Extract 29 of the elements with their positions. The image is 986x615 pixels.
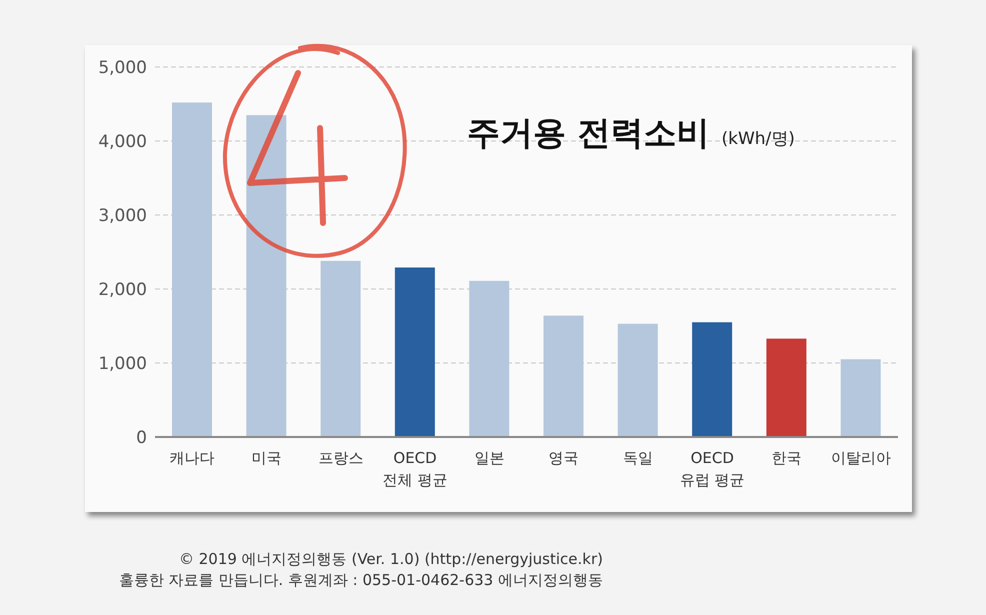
- text: © 2019 에너지정의행동 (Ver. 1.0) (http://energyjustice.kr): [178, 550, 603, 569]
- x-tick-label: OECD 유럽 평균: [680, 449, 745, 489]
- x-tick-label: 캐나다: [170, 449, 215, 467]
- y-tick-label: 4,000: [98, 132, 147, 152]
- text: 훌륭한 자료를 만듭니다. 후원계좌 : 055-01-0462-633 에너지정의행동: [118, 571, 603, 590]
- text: (kWh/명): [722, 129, 795, 149]
- x-tick-label: OECD 전체 평균: [382, 449, 448, 489]
- x-tick-label: 한국: [772, 449, 802, 467]
- x-tick-label: 일본: [474, 449, 504, 467]
- bar: [840, 359, 881, 437]
- bar: [618, 324, 658, 437]
- y-tick-label: 5,000: [98, 58, 147, 78]
- x-tick-label: 프랑스: [318, 449, 364, 467]
- bar: [320, 260, 361, 437]
- x-tick-label: 독일: [622, 449, 653, 467]
- bar: [692, 322, 732, 437]
- bar: [544, 316, 584, 437]
- y-tick-label: 1,000: [98, 354, 147, 374]
- y-tick-label: 3,000: [98, 206, 147, 226]
- x-tick-label: 이탈리아: [830, 449, 891, 467]
- bar: [766, 338, 806, 437]
- x-tick-label: 영국: [548, 449, 579, 467]
- bar: [394, 268, 435, 437]
- bar: [172, 102, 212, 437]
- y-tick-label: 2,000: [98, 280, 147, 300]
- text: 주거용 전력소비: [467, 113, 710, 152]
- bar: [469, 280, 510, 437]
- y-tick-label: 0: [136, 428, 147, 448]
- x-tick-label: 미국: [251, 449, 282, 467]
